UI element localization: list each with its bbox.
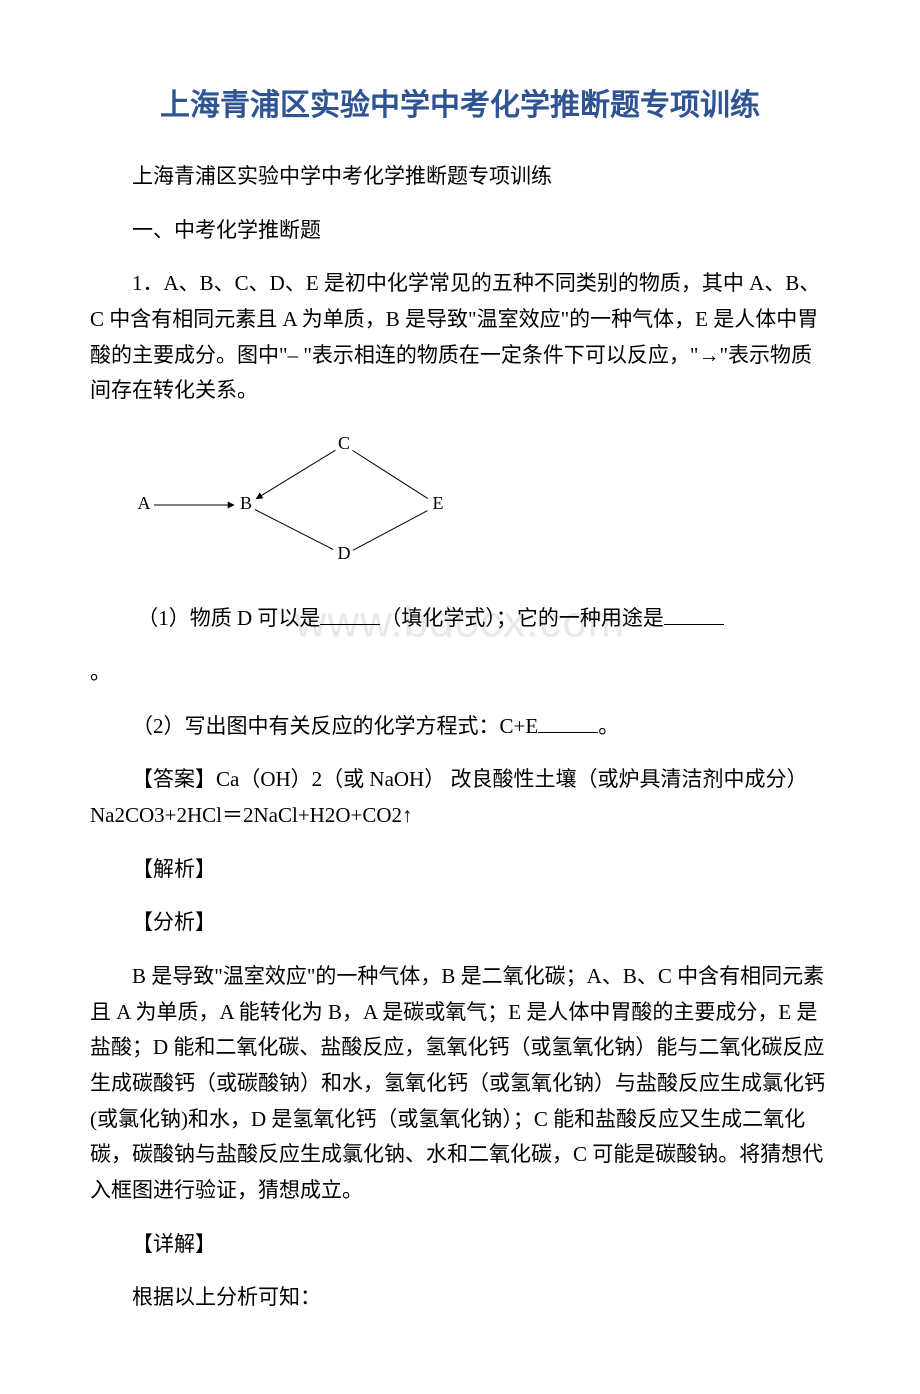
fenxi-label: 【分析】 <box>90 905 830 941</box>
q1-sub1-prefix: （1）物质 D 可以是 <box>137 606 320 630</box>
q1-sub2-end: 。 <box>598 714 619 738</box>
page-title: 上海青浦区实验中学中考化学推断题专项训练 <box>90 80 830 131</box>
q1-sub2-prefix: （2）写出图中有关反应的化学方程式：C+E <box>132 714 538 738</box>
q1-sub1-mid: （填化学式）；它的一种用途是 <box>380 606 664 630</box>
question-1-stem: 1．A、B、C、D、E 是初中化学常见的五种不同类别的物质，其中 A、B、C 中… <box>90 266 830 409</box>
question-1-sub2: （2）写出图中有关反应的化学方程式：C+E 。 <box>90 709 830 745</box>
svg-text:B: B <box>240 493 252 513</box>
answer-label: 【答案】 <box>132 767 216 791</box>
question-1-sub1-end: 。 <box>90 655 830 691</box>
svg-text:C: C <box>338 433 350 453</box>
blank-input <box>538 712 598 733</box>
xiangjie-label: 【详解】 <box>90 1227 830 1263</box>
svg-text:D: D <box>338 543 351 563</box>
conclusion-line: 根据以上分析可知： <box>90 1280 830 1316</box>
blank-input <box>664 604 724 625</box>
analysis-text: B 是导致"温室效应"的一种气体，B 是二氧化碳；A、B、C 中含有相同元素且 … <box>90 959 830 1209</box>
blank-input <box>320 604 380 625</box>
question-1-sub1: www.bdocx.com （1）物质 D 可以是（填化学式）；它的一种用途是 <box>90 601 830 637</box>
svg-text:A: A <box>138 493 151 513</box>
answer-block: 【答案】Ca（OH）2（或 NaOH） 改良酸性土壤（或炉具清洁剂中成分） Na… <box>90 762 830 833</box>
subtitle-line: 上海青浦区实验中学中考化学推断题专项训练 <box>90 159 830 195</box>
svg-text:E: E <box>433 493 444 513</box>
jiexi-label: 【解析】 <box>90 852 830 888</box>
relationship-diagram: A B C D E <box>134 427 474 577</box>
section-heading: 一、中考化学推断题 <box>90 213 830 249</box>
